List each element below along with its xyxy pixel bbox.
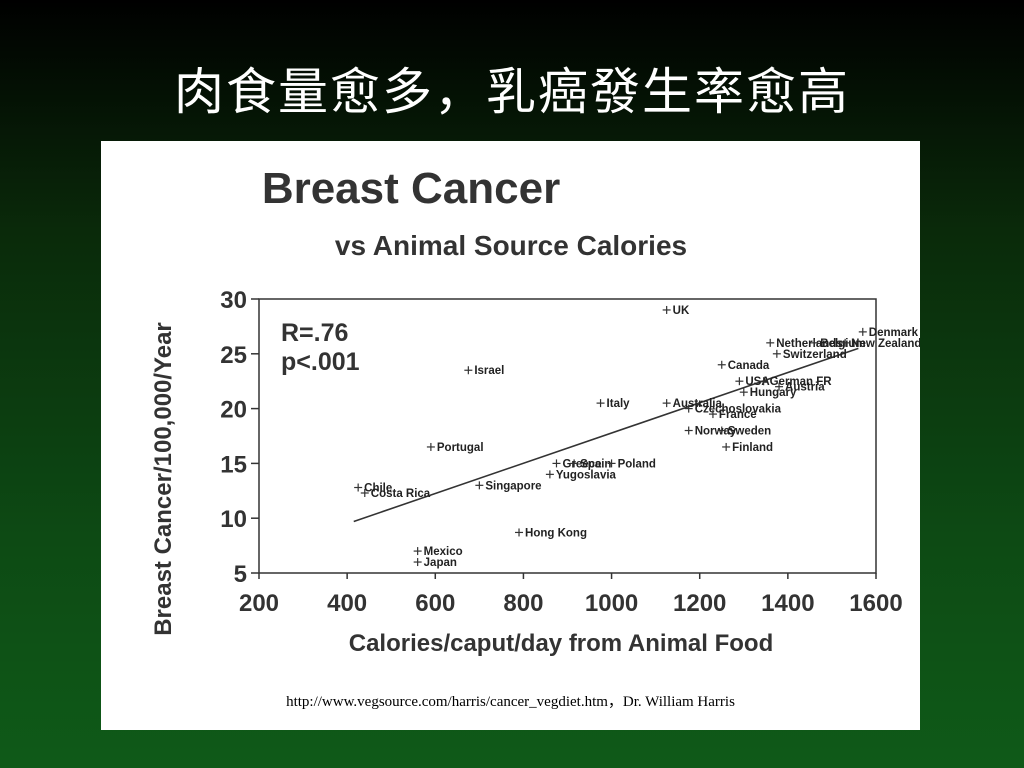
- data-point: Finland: [722, 442, 773, 454]
- data-point: Mexico: [413, 546, 463, 558]
- point-label: German FR: [770, 376, 833, 388]
- data-point: Australia: [662, 398, 723, 410]
- data-point: Yugoslavia: [545, 469, 617, 481]
- data-point: Hong Kong: [515, 527, 587, 539]
- point-label: Czechoslovakia: [695, 404, 782, 416]
- point-label: France: [719, 409, 757, 421]
- chart-figure: Breast Cancer vs Animal Source Calories …: [101, 141, 920, 730]
- x-tick-label: 400: [327, 590, 367, 617]
- point-label: Switzerland: [783, 349, 847, 361]
- point-label: Yugoslavia: [556, 469, 617, 481]
- x-tick-label: 1600: [849, 590, 902, 617]
- y-tick-label: 25: [220, 342, 247, 369]
- point-label: Sweden: [728, 426, 771, 438]
- chart-subtitle: vs Animal Source Calories: [335, 230, 687, 261]
- point-label: Denmark: [869, 327, 919, 339]
- scatter-chart: Breast Cancer vs Animal Source Calories …: [150, 164, 920, 657]
- point-label: Israel: [474, 365, 504, 377]
- data-point: Portugal: [426, 442, 484, 454]
- x-axis-label: Calories/caput/day from Animal Food: [349, 630, 774, 657]
- stat-label: R=.76: [281, 319, 348, 347]
- point-label: Singapore: [485, 480, 541, 492]
- point-label: Hong Kong: [525, 527, 587, 539]
- y-tick-label: 10: [220, 506, 247, 533]
- data-point: Belgium: [810, 338, 866, 350]
- point-label: Spain: [580, 458, 611, 470]
- point-label: Mexico: [424, 546, 463, 558]
- point-label: Japan: [424, 557, 457, 569]
- point-label: Portugal: [437, 442, 484, 454]
- point-label: Finland: [732, 442, 773, 454]
- data-point: Czechoslovakia: [684, 404, 782, 416]
- data-point: Sweden: [717, 426, 771, 438]
- data-point: Singapore: [475, 480, 542, 492]
- y-tick-label: 15: [220, 451, 247, 478]
- data-point: German FR: [759, 376, 833, 388]
- point-label: UK: [673, 305, 690, 317]
- slide-title: 肉食量愈多，乳癌發生率愈高: [174, 63, 850, 121]
- point-label: Austria: [785, 382, 825, 394]
- stat-label: p<.001: [281, 348, 360, 376]
- data-point: Denmark: [858, 327, 919, 339]
- data-point: Japan: [413, 557, 457, 569]
- data-point: UK: [662, 305, 690, 317]
- data-point: Greece: [552, 458, 601, 470]
- data-point: Hungary: [739, 387, 797, 399]
- x-tick-label: 600: [415, 590, 455, 617]
- x-tick-label: 1000: [585, 590, 638, 617]
- data-point: New Zealand: [841, 338, 920, 350]
- x-tick-label: 1200: [673, 590, 726, 617]
- y-tick-label: 20: [220, 397, 247, 424]
- x-tick-label: 1400: [761, 590, 814, 617]
- point-label: Canada: [728, 360, 770, 372]
- point-label: Australia: [673, 398, 723, 410]
- y-tick-label: 5: [234, 561, 247, 588]
- point-label: Netherlands: [776, 338, 842, 350]
- data-point: Canada: [717, 360, 770, 372]
- data-point: Poland: [607, 458, 656, 470]
- point-label: New Zealand: [851, 338, 920, 350]
- data-point: Italy: [596, 398, 631, 410]
- data-point: Chile: [354, 483, 392, 495]
- x-tick-label: 800: [503, 590, 543, 617]
- point-label: Poland: [618, 458, 656, 470]
- y-axis-label: Breast Cancer/100,000/Year: [150, 322, 177, 636]
- data-point: Netherlands: [766, 338, 843, 350]
- y-tick-label: 30: [220, 287, 247, 314]
- data-point: Spain: [570, 458, 611, 470]
- point-label: Norway: [695, 426, 737, 438]
- point-label: Costa Rica: [371, 488, 431, 500]
- data-point: Norway: [684, 426, 737, 438]
- plot-area: [258, 298, 877, 574]
- data-point: Austria: [775, 382, 825, 394]
- chart-title: Breast Cancer: [262, 164, 560, 213]
- data-point: Switzerland: [772, 349, 847, 361]
- data-point: Costa Rica: [360, 488, 431, 500]
- point-label: Belgium: [820, 338, 865, 350]
- data-point: Israel: [464, 365, 504, 377]
- trend-line: [353, 347, 859, 523]
- point-label: Italy: [607, 398, 631, 410]
- point-label: Hungary: [750, 387, 797, 399]
- point-label: Greece: [562, 458, 601, 470]
- x-tick-label: 200: [239, 590, 279, 617]
- point-label: Chile: [364, 483, 392, 495]
- source-note: http://www.vegsource.com/harris/cancer_v…: [286, 694, 735, 710]
- data-point: France: [708, 409, 757, 421]
